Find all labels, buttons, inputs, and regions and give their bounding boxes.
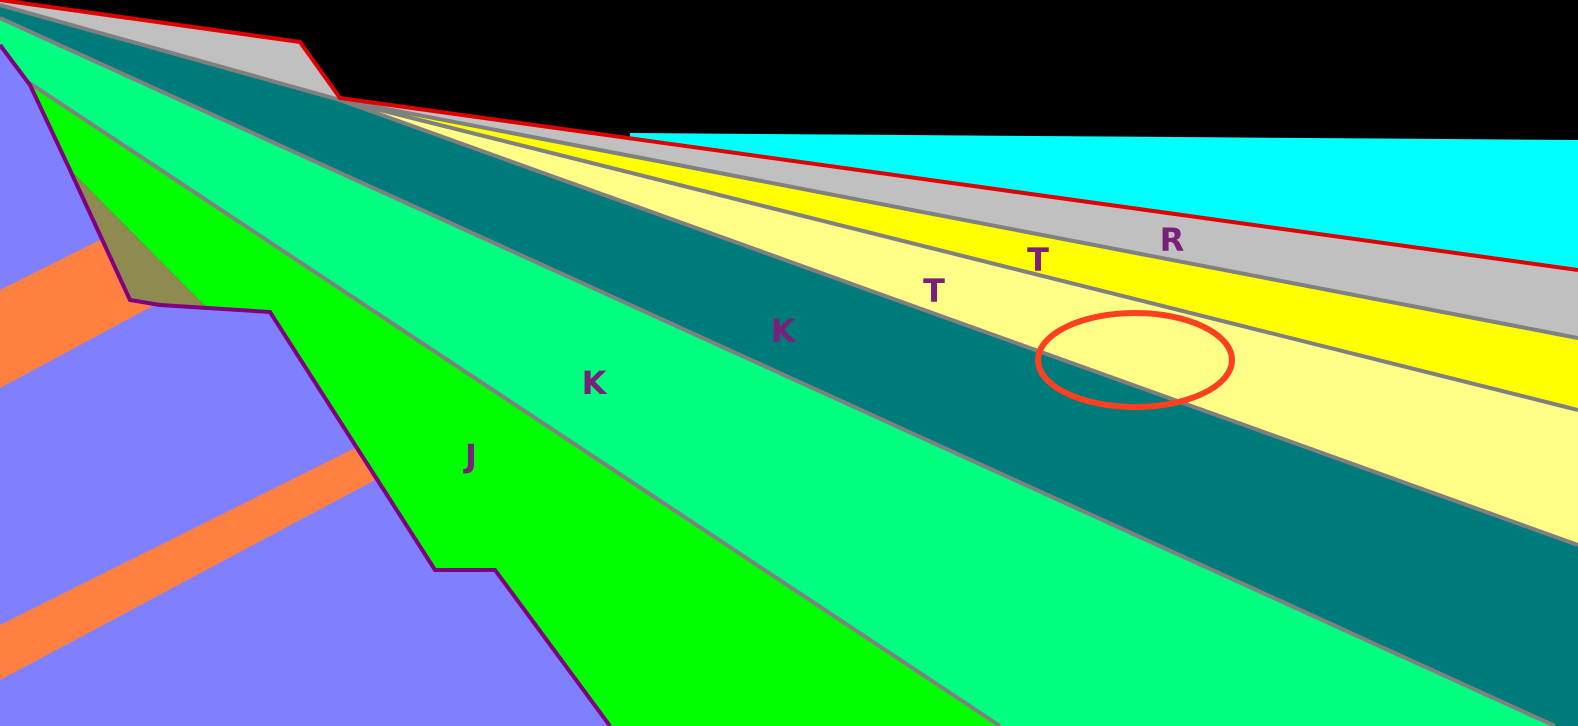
boundary (339, 98, 1578, 412)
highlight-ellipse (1035, 310, 1235, 410)
layer-label: T (1027, 241, 1049, 279)
surface (0, 0, 1578, 272)
layer-label: K (771, 312, 797, 350)
layer-label: J (463, 437, 477, 475)
basement-contact (0, 43, 612, 726)
layer-k-upper (0, 5, 1578, 726)
layer-label: R (1160, 221, 1185, 259)
layer-label: T (923, 272, 945, 310)
boundary (339, 98, 1578, 340)
dike (0, 448, 375, 680)
boundary (23, 78, 1002, 726)
layer-label: K (582, 364, 608, 402)
boundary (0, 16, 1556, 726)
layer-r (0, 0, 1578, 340)
